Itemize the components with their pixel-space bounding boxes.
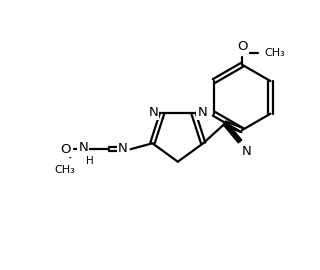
Text: CH₃: CH₃ xyxy=(54,165,75,175)
Text: O: O xyxy=(61,143,71,156)
Text: N: N xyxy=(242,145,252,158)
Text: N: N xyxy=(148,106,158,119)
Text: N: N xyxy=(78,141,88,154)
Text: O: O xyxy=(237,40,247,53)
Text: N: N xyxy=(118,142,128,155)
Text: H: H xyxy=(86,156,94,166)
Text: CH₃: CH₃ xyxy=(264,48,285,58)
Text: N: N xyxy=(197,106,207,119)
